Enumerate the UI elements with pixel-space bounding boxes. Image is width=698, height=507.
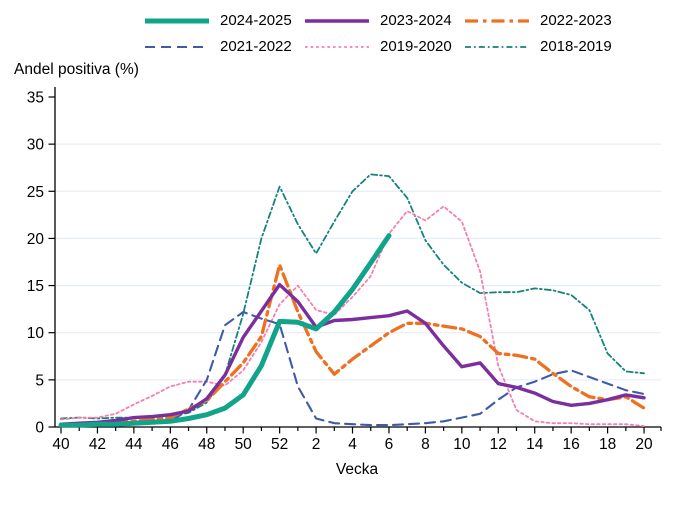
x-tick-label-44: 44 [125,436,143,453]
series-line-2021-2022 [59,310,646,428]
x-tick-label-10: 10 [453,436,471,453]
series-line-2023-2024 [59,282,646,426]
legend-item-2021-2022: 2021-2022 [143,38,303,56]
x-tick-label-14: 14 [526,436,544,453]
y-tick-label-15: 15 [27,278,44,295]
series-line-2019-2020 [60,205,645,427]
y-tick-label-10: 10 [27,325,45,342]
legend-swatch-2023-2024 [305,19,369,23]
legend-label-2021-2022: 2021-2022 [220,38,292,55]
legend-item-2019-2020: 2019-2020 [303,38,463,56]
x-tick-label-50: 50 [235,436,253,453]
series-line-2022-2023 [59,263,646,426]
x-tick-label-6: 6 [385,436,394,453]
chart-legend: 2024-2025 2023-2024 2022-2023 2021-2022 … [143,12,623,56]
legend-swatch-2018-2019 [465,46,529,48]
legend-label-2024-2025: 2024-2025 [220,12,292,29]
legend-item-2018-2019: 2018-2019 [463,38,623,56]
legend-label-2019-2020: 2019-2020 [380,38,452,55]
y-tick-label-5: 5 [35,372,44,389]
y-axis-title: Andel positiva (%) [14,61,139,78]
x-tick-label-20: 20 [635,436,653,453]
legend-item-2022-2023: 2022-2023 [463,12,623,30]
x-tick-label-52: 52 [271,436,288,453]
y-tick-label-20: 20 [27,231,45,248]
legend-swatch-2024-2025 [145,18,209,24]
x-tick-label-8: 8 [421,436,430,453]
series-line-2024-2025 [58,233,392,428]
x-axis-title: Vecka [335,461,379,478]
legend-item-2024-2025: 2024-2025 [143,12,303,30]
y-tick-label-25: 25 [27,184,44,201]
y-tick-label-0: 0 [35,420,44,437]
x-tick-label-12: 12 [490,436,507,453]
legend-label-2018-2019: 2018-2019 [540,38,612,55]
x-tick-label-18: 18 [599,436,616,453]
legend-label-2022-2023: 2022-2023 [540,12,612,29]
x-tick-label-48: 48 [198,436,215,453]
legend-swatch-2022-2023 [465,19,529,23]
x-tick-label-4: 4 [348,436,357,453]
x-tick-label-46: 46 [162,436,179,453]
legend-label-2023-2024: 2023-2024 [380,12,452,29]
legend-swatch-2021-2022 [145,45,209,49]
x-tick-label-42: 42 [89,436,106,453]
legend-item-2023-2024: 2023-2024 [303,12,463,30]
x-tick-label-16: 16 [563,436,580,453]
y-tick-label-30: 30 [27,137,45,154]
y-tick-label-35: 35 [27,90,44,107]
x-tick-label-2: 2 [312,436,321,453]
x-tick-label-40: 40 [52,436,70,453]
